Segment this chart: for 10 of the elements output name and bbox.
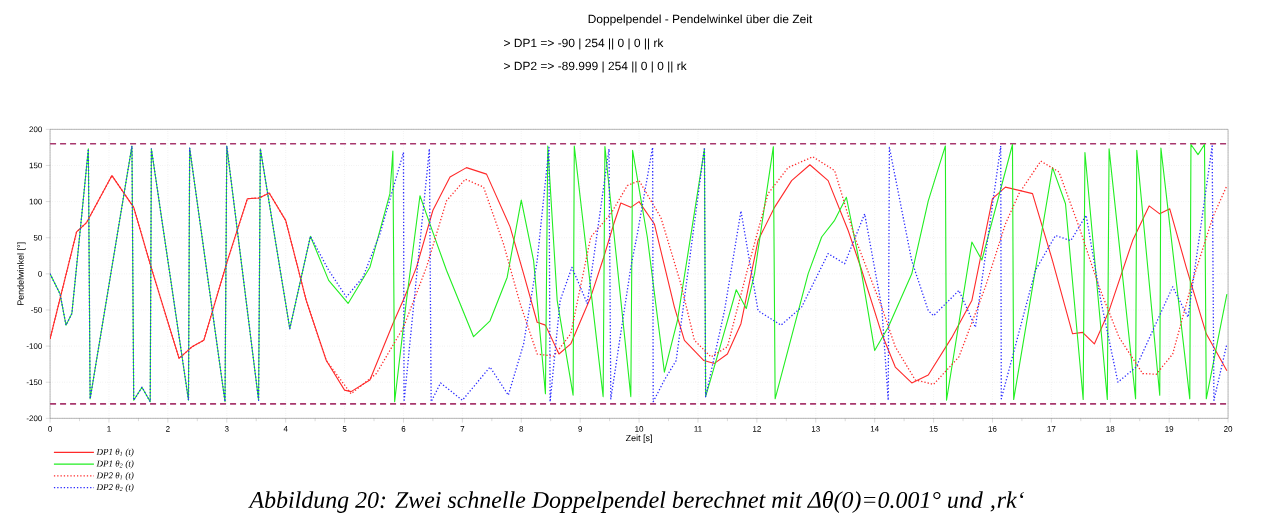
chart-title: Doppelpendel - Pendelwinkel über die Zeit [588,14,813,26]
legend-label: DP1 θ$_{1}$ (t) [96,448,134,457]
legend-label: DP2 θ$_{2}$ (t) [96,483,134,492]
y-axis-title: Pendelwinkel [°] [17,242,26,306]
x-axis-title: Zeit [s] [625,434,652,443]
text: Abbildung 20: Zwei schnelle Doppelpendel berechnet mit Δθ(0)=0.001° und ‚rk‘ [248,491,1024,513]
text: > DP1 => -90 | 254 || 0 | 0 || rk [504,38,664,50]
legend-label: DP1 θ$_{2}$ (t) [96,460,134,469]
text: > DP2 => -89.999 | 254 || 0 | 0 || rk [504,61,687,73]
legend-label: DP2 θ$_{1}$ (t) [96,472,134,481]
